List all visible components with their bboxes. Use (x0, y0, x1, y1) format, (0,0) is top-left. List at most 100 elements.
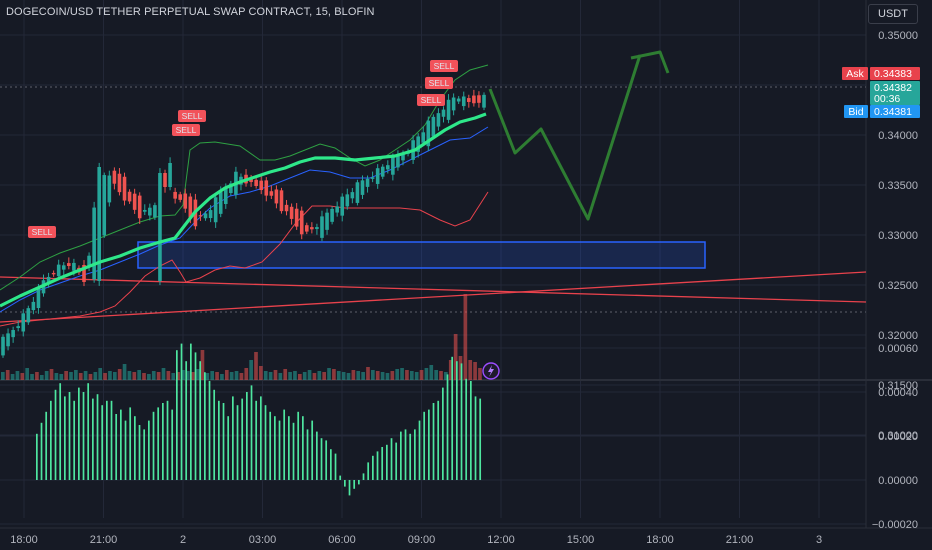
volume-bar (5, 370, 10, 380)
candle-body (122, 176, 127, 201)
candle-body (274, 189, 279, 204)
histogram-bar (101, 405, 104, 480)
currency-selector-button[interactable]: USDT (868, 4, 918, 24)
histogram-bar (446, 374, 449, 480)
histogram-bar (68, 392, 71, 480)
sell-label-box (172, 124, 200, 136)
candle-body (142, 209, 147, 212)
candle-body (421, 132, 426, 143)
sell-label-text: SELL (429, 78, 450, 88)
volume-bar (220, 374, 224, 380)
volume-bar (317, 371, 322, 380)
ema-line (0, 112, 487, 308)
volume-bar (385, 373, 390, 380)
histogram-bar (87, 383, 90, 480)
histogram-bar (232, 396, 234, 480)
histogram-bar (278, 420, 281, 480)
histogram-bar (348, 480, 351, 496)
volume-bar (224, 370, 229, 380)
sell-label-box (425, 77, 453, 89)
candle-body (294, 208, 299, 227)
candle-body (304, 225, 309, 232)
volume-bar (44, 371, 49, 380)
candle-body (340, 196, 345, 216)
bid-price: 0.34381 (874, 106, 912, 118)
volume-bar (215, 372, 219, 380)
volume-bar (229, 372, 234, 380)
volume-bar (15, 371, 20, 380)
volume-bar (468, 360, 473, 380)
volume-bar (112, 372, 117, 380)
volume-bar (166, 371, 171, 380)
volume-bar (283, 369, 288, 380)
volume-bar (254, 352, 258, 380)
histogram-bar (204, 372, 206, 480)
candle-body (365, 178, 370, 187)
volume-bar (297, 374, 302, 380)
histogram-bar (274, 416, 276, 480)
volume-bar (210, 371, 215, 380)
candle-body (310, 227, 314, 230)
histogram-bar (45, 411, 48, 480)
histogram-bar (59, 383, 62, 480)
volume-bar (395, 369, 400, 380)
histogram-bar (470, 381, 472, 480)
lightning-icon-glyph (488, 365, 494, 377)
candle-body (102, 175, 107, 236)
sell-signal-label: SELL (28, 226, 56, 238)
candle-body (208, 210, 213, 219)
osc-tick-label: 0.00040 (878, 387, 918, 399)
histogram-bar (92, 398, 94, 480)
histogram-bar (339, 475, 342, 480)
ask-tag-label-box (842, 67, 868, 80)
volume-bar (186, 371, 190, 380)
candle-body (375, 168, 380, 184)
histogram-bar (129, 407, 132, 480)
histogram-bar (437, 400, 440, 480)
volume-bar (448, 360, 453, 380)
candle-body (345, 194, 350, 207)
histogram-bar (432, 403, 435, 480)
histogram-bar (479, 398, 482, 480)
candle-body (218, 192, 223, 214)
candle-body (229, 183, 233, 194)
volume-bar (93, 372, 98, 380)
volume-bar (132, 372, 137, 380)
histogram-bar (316, 431, 318, 480)
volume-bar (400, 368, 404, 380)
ascending-trend-line (0, 271, 867, 323)
volume-bar (439, 371, 443, 380)
histogram-bar (236, 405, 239, 480)
candle-body (335, 206, 339, 213)
volume-bar (151, 371, 156, 380)
candle-body (178, 194, 183, 200)
histogram-bar (54, 389, 57, 480)
candle-body (168, 163, 172, 187)
volume-bar (327, 368, 331, 380)
osc-tick-label: 0.00020 (878, 431, 918, 443)
histogram-bar (325, 440, 328, 480)
volume-bar (346, 373, 351, 380)
candle-body (264, 180, 269, 196)
candle-body (482, 94, 486, 108)
histogram-bar (255, 400, 258, 480)
volume-bar (332, 369, 336, 380)
histogram-bar (264, 405, 267, 480)
volume-bar (54, 373, 59, 380)
volume-bar (322, 372, 327, 380)
volume-bar (137, 370, 141, 380)
histogram-bar (64, 396, 66, 480)
sell-label-text: SELL (434, 61, 455, 71)
histogram-bar (152, 411, 155, 480)
histogram-bar (148, 420, 150, 480)
candle-body (472, 95, 476, 104)
volume-bar (463, 294, 468, 380)
volume-bar (234, 371, 239, 380)
histogram-bar (246, 392, 248, 480)
candle-body (188, 196, 193, 218)
volume-bar (69, 372, 73, 380)
candle-body (279, 190, 284, 212)
volume-bar (361, 372, 365, 380)
